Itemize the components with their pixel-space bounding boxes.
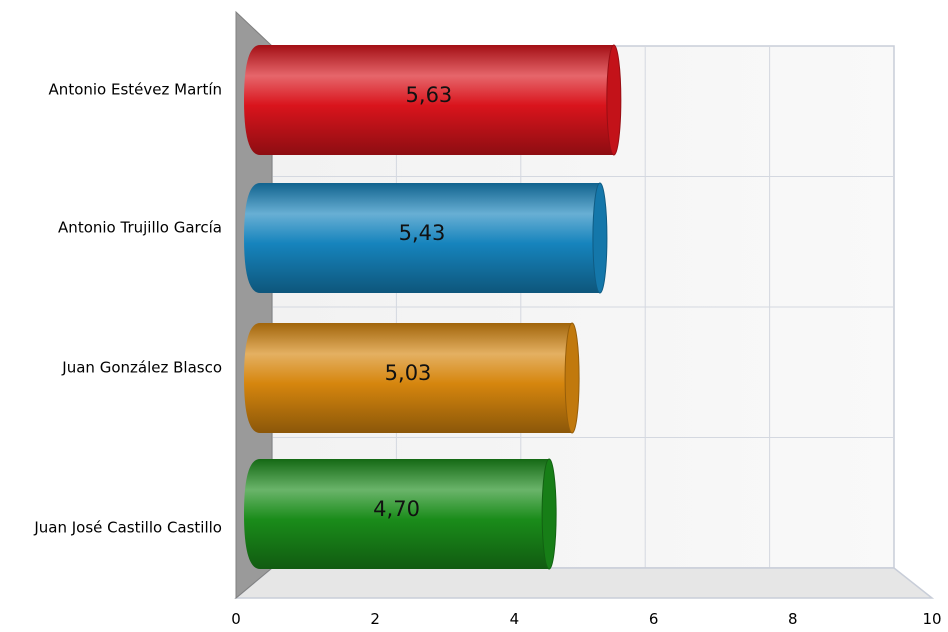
x-tick-label: 10 <box>922 610 941 628</box>
bar-end-cap <box>541 458 557 570</box>
bar-value-label: 5,63 <box>406 83 453 107</box>
category-label: Antonio Estévez Martín <box>49 81 222 99</box>
bar-value-label: 5,43 <box>399 221 446 245</box>
bar-group: 5,43 <box>244 182 608 294</box>
bar-value-label: 5,03 <box>385 361 432 385</box>
bar-value-label: 4,70 <box>373 497 420 521</box>
x-tick-label: 8 <box>788 610 798 628</box>
bar-group: 5,63 <box>244 44 622 156</box>
bar <box>244 45 614 155</box>
x-tick-label: 2 <box>370 610 380 628</box>
x-tick-label: 4 <box>510 610 520 628</box>
x-tick-label: 0 <box>231 610 241 628</box>
category-labels: Antonio Estévez Martín Antonio Trujillo G… <box>33 81 222 537</box>
bar-end-cap <box>592 182 608 294</box>
bar-end-cap <box>564 322 580 434</box>
bars: 5,63 5,43 5,03 4,70 <box>244 44 622 570</box>
bar-group: 4,70 <box>244 458 557 570</box>
bar <box>244 459 550 569</box>
category-label: Juan José Castillo Castillo <box>33 519 222 537</box>
category-label: Antonio Trujillo García <box>58 219 222 237</box>
x-tick-label: 6 <box>649 610 659 628</box>
bar <box>244 323 573 433</box>
bar <box>244 183 600 293</box>
plot-floor <box>233 567 935 599</box>
category-label: Juan González Blasco <box>61 359 222 377</box>
bar-end-cap <box>606 44 622 156</box>
bar-group: 5,03 <box>244 322 580 434</box>
x-axis-ticks: 0 2 4 6 8 10 <box>231 610 941 628</box>
